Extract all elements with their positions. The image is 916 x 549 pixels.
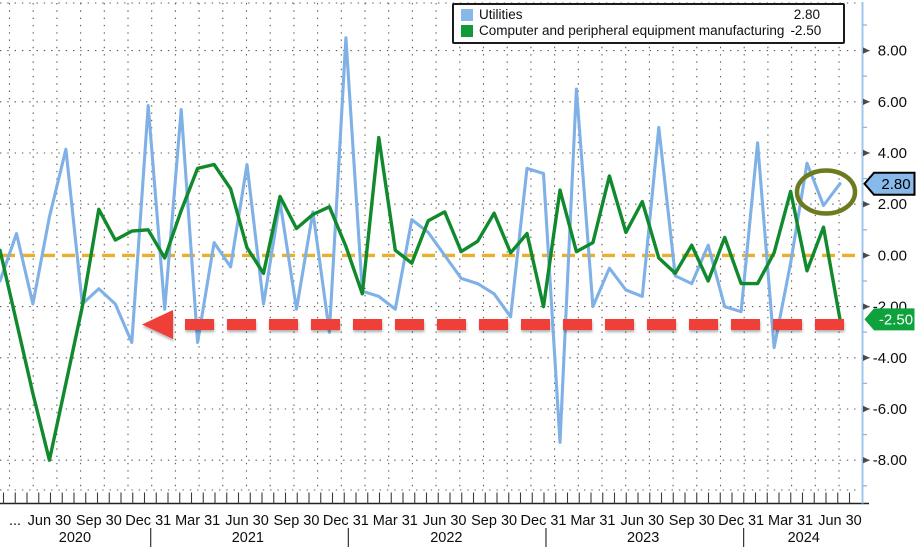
- svg-text:Jun 30: Jun 30: [225, 513, 269, 529]
- svg-text:2.00: 2.00: [878, 196, 907, 213]
- svg-text:Mar 31: Mar 31: [768, 513, 813, 529]
- svg-text:Mar 31: Mar 31: [175, 513, 220, 529]
- svg-text:Sep 30: Sep 30: [273, 513, 319, 529]
- legend-label: Computer and peripheral equipment manufa…: [479, 23, 785, 38]
- svg-text:Sep 30: Sep 30: [669, 513, 715, 529]
- svg-text:-4.00: -4.00: [873, 350, 907, 367]
- svg-text:Sep 30: Sep 30: [471, 513, 517, 529]
- computer-manufacturing-swatch-icon: [461, 25, 473, 37]
- svg-text:2021: 2021: [232, 530, 264, 546]
- svg-text:Jun 30: Jun 30: [621, 513, 665, 529]
- svg-text:Jun 30: Jun 30: [28, 513, 72, 529]
- svg-text:2020: 2020: [59, 530, 91, 546]
- svg-text:Jun 30: Jun 30: [818, 513, 862, 529]
- svg-text:...: ...: [9, 513, 21, 529]
- svg-text:Dec 31: Dec 31: [125, 513, 171, 529]
- svg-text:6.00: 6.00: [878, 94, 907, 111]
- svg-text:Jun 30: Jun 30: [423, 513, 467, 529]
- legend-value: 2.80: [793, 7, 820, 22]
- legend-value: -2.50: [790, 23, 822, 38]
- chart-legend: Utilities 2.80 Computer and peripheral e…: [452, 3, 845, 44]
- legend-item-computer-manufacturing[interactable]: Computer and peripheral equipment manufa…: [461, 23, 836, 39]
- svg-text:-2.50: -2.50: [879, 312, 913, 329]
- legend-label: Utilities: [479, 7, 523, 22]
- legend-item-utilities[interactable]: Utilities 2.80: [461, 7, 836, 23]
- svg-text:Dec 31: Dec 31: [718, 513, 764, 529]
- svg-text:2.80: 2.80: [881, 176, 910, 193]
- svg-text:Mar 31: Mar 31: [373, 513, 418, 529]
- svg-text:4.00: 4.00: [878, 145, 907, 162]
- svg-text:Dec 31: Dec 31: [323, 513, 369, 529]
- svg-text:0.00: 0.00: [878, 247, 907, 264]
- svg-text:8.00: 8.00: [878, 43, 907, 60]
- svg-text:Mar 31: Mar 31: [570, 513, 615, 529]
- svg-text:Sep 30: Sep 30: [76, 513, 122, 529]
- svg-text:2022: 2022: [430, 530, 462, 546]
- utilities-swatch-icon: [461, 9, 473, 21]
- svg-text:-6.00: -6.00: [873, 401, 907, 418]
- svg-text:2023: 2023: [627, 530, 659, 546]
- svg-text:2024: 2024: [788, 530, 820, 546]
- svg-text:-8.00: -8.00: [873, 452, 907, 469]
- svg-text:Dec 31: Dec 31: [521, 513, 567, 529]
